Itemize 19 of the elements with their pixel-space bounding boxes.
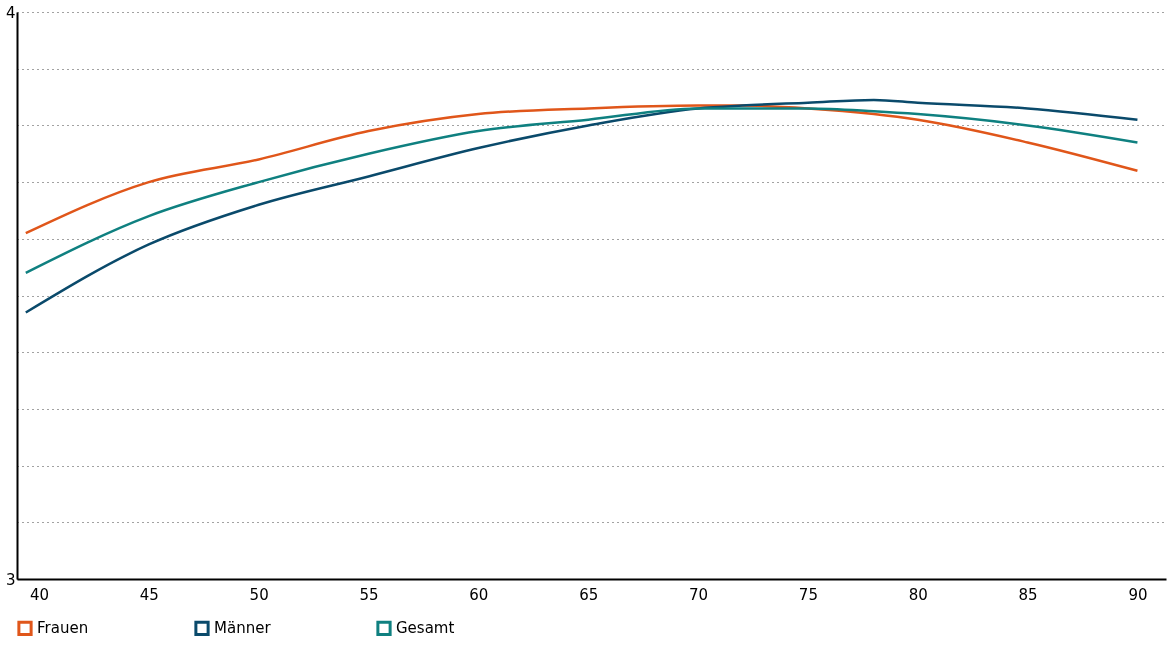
x-tick-label: 65 xyxy=(579,585,599,604)
x-tick-label: 60 xyxy=(469,585,489,604)
y-tick-label: 3 xyxy=(5,570,16,589)
x-tick-label: 75 xyxy=(798,585,818,604)
legend-label: Männer xyxy=(214,619,272,638)
line-series xyxy=(24,104,1139,235)
x-tick-label: 70 xyxy=(689,585,709,604)
x-tick-label: 85 xyxy=(1018,585,1038,604)
x-tick-label: 80 xyxy=(908,585,928,604)
line-series xyxy=(24,107,1139,275)
legend-label: Frauen xyxy=(37,619,89,638)
x-tick-label: 45 xyxy=(139,585,159,604)
line-series xyxy=(24,98,1139,314)
x-tick-label: 40 xyxy=(29,585,50,604)
x-tick-label: 55 xyxy=(359,585,379,604)
y-tick-label: 4 xyxy=(5,3,16,22)
x-tick-label: 50 xyxy=(249,585,269,604)
legend-label: Gesamt xyxy=(396,619,455,638)
x-tick-label: 90 xyxy=(1128,585,1148,604)
